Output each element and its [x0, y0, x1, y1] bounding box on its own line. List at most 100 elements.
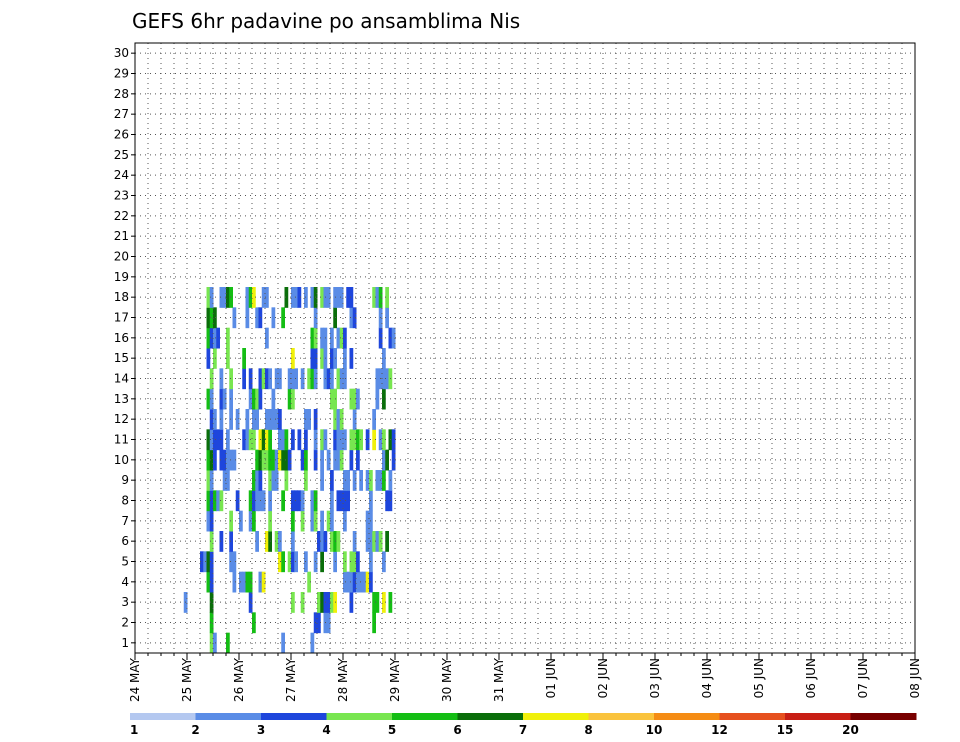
- heatmap-cell: [343, 470, 347, 491]
- heatmap-cell: [245, 571, 250, 593]
- y-tick-label: 25: [114, 148, 129, 162]
- heatmap-cell: [209, 592, 214, 613]
- heatmap-cell: [213, 348, 217, 369]
- heatmap-cell: [261, 449, 266, 471]
- heatmap-cell: [300, 368, 305, 390]
- heatmap-cell: [330, 388, 334, 410]
- y-tick-label: 28: [114, 87, 129, 101]
- legend-swatch: [195, 713, 262, 720]
- heatmap-cell: [365, 571, 370, 593]
- heatmap-cell: [330, 470, 334, 491]
- heatmap-cell: [255, 531, 259, 552]
- heatmap-cell: [255, 470, 259, 491]
- heatmap-cell: [206, 327, 211, 349]
- heatmap-cell: [252, 287, 256, 308]
- heatmap-cell: [382, 348, 386, 369]
- heatmap-cell: [382, 368, 386, 390]
- heatmap-cell: [209, 449, 214, 471]
- heatmap-cell: [330, 531, 334, 552]
- heatmap-cell: [287, 551, 292, 573]
- heatmap-cell: [385, 368, 389, 390]
- heatmap-cell: [356, 449, 360, 471]
- heatmap-cell: [209, 368, 214, 390]
- heatmap-cell: [317, 612, 321, 634]
- heatmap-cell: [372, 531, 376, 552]
- heatmap-cell: [297, 429, 302, 451]
- heatmap-cell: [274, 449, 279, 471]
- y-tick-label: 26: [114, 128, 129, 142]
- y-tick-label: 20: [114, 250, 129, 264]
- x-tick-label: 05 JUN: [752, 658, 766, 698]
- heatmap-cell: [284, 429, 289, 451]
- heatmap-cell: [356, 429, 360, 451]
- heatmap-cell: [336, 409, 341, 430]
- heatmap-cell: [206, 449, 211, 471]
- heatmap-cell: [359, 571, 363, 593]
- y-tick-label: 1: [121, 636, 129, 650]
- x-tick-label: 01 JUN: [544, 658, 558, 698]
- heatmap-cell: [336, 531, 341, 552]
- heatmap-cell: [213, 429, 217, 451]
- heatmap-cell: [352, 307, 357, 329]
- heatmap-cell: [274, 409, 279, 430]
- heatmap-cell: [261, 429, 266, 451]
- heatmap-cell: [372, 592, 376, 613]
- heatmap-cell: [382, 449, 386, 471]
- heatmap-cell: [287, 449, 292, 471]
- heatmap-cell: [365, 470, 370, 491]
- heatmap-cell: [349, 551, 354, 573]
- heatmap-cell: [281, 449, 285, 471]
- heatmap-cell: [219, 409, 224, 430]
- heatmap-cell: [294, 551, 298, 573]
- heatmap-cell: [375, 287, 380, 308]
- heatmap-cell: [213, 409, 217, 430]
- heatmap-cell: [291, 531, 295, 552]
- heatmap-cell: [291, 490, 295, 512]
- heatmap-cell: [291, 592, 295, 613]
- heatmap-cell: [281, 551, 285, 573]
- heatmap-cell: [219, 388, 224, 410]
- y-tick-label: 27: [114, 107, 129, 121]
- heatmap-cell: [362, 571, 367, 593]
- heatmap-cell: [229, 287, 233, 308]
- heatmap-cell: [209, 551, 214, 573]
- heatmap-cell: [229, 531, 233, 552]
- heatmap-cell: [252, 409, 256, 430]
- heatmap-cell: [346, 287, 350, 308]
- x-tick-label: 30 MAY: [440, 657, 454, 702]
- heatmap-cell: [245, 307, 250, 329]
- legend-label: 4: [322, 723, 330, 737]
- heatmap-cell: [206, 307, 211, 329]
- heatmap-cell: [232, 551, 237, 573]
- heatmap-cell: [209, 287, 214, 308]
- heatmap-cell: [265, 327, 269, 349]
- heatmap-cell: [281, 429, 285, 451]
- heatmap-cell: [232, 449, 237, 471]
- heatmap-cell: [346, 571, 350, 593]
- heatmap-cell: [375, 592, 380, 613]
- heatmap-cell: [336, 449, 341, 471]
- legend-label: 3: [257, 723, 265, 737]
- y-tick-label: 12: [114, 412, 129, 426]
- heatmap-cell: [213, 449, 217, 471]
- heatmap-cell: [213, 490, 217, 512]
- heatmap-cell: [242, 368, 246, 390]
- x-tick-label: 25 MAY: [180, 657, 194, 702]
- heatmap-cell: [291, 510, 295, 532]
- heatmap-cell: [209, 632, 214, 654]
- heatmap-cell: [261, 287, 266, 308]
- heatmap-cell: [291, 348, 295, 369]
- heatmap-cell: [265, 429, 269, 451]
- heatmap-cell: [281, 307, 285, 329]
- heatmap-cell: [300, 490, 305, 512]
- heatmap-cell: [200, 551, 204, 573]
- heatmap-cell: [310, 368, 315, 390]
- heatmap-cell: [300, 449, 305, 471]
- heatmap-cell: [206, 287, 211, 308]
- legend-label: 6: [453, 723, 461, 737]
- legend-label: 12: [711, 723, 728, 737]
- legend-label: 5: [388, 723, 396, 737]
- heatmap-cell: [382, 551, 386, 573]
- heatmap-cell: [365, 510, 370, 532]
